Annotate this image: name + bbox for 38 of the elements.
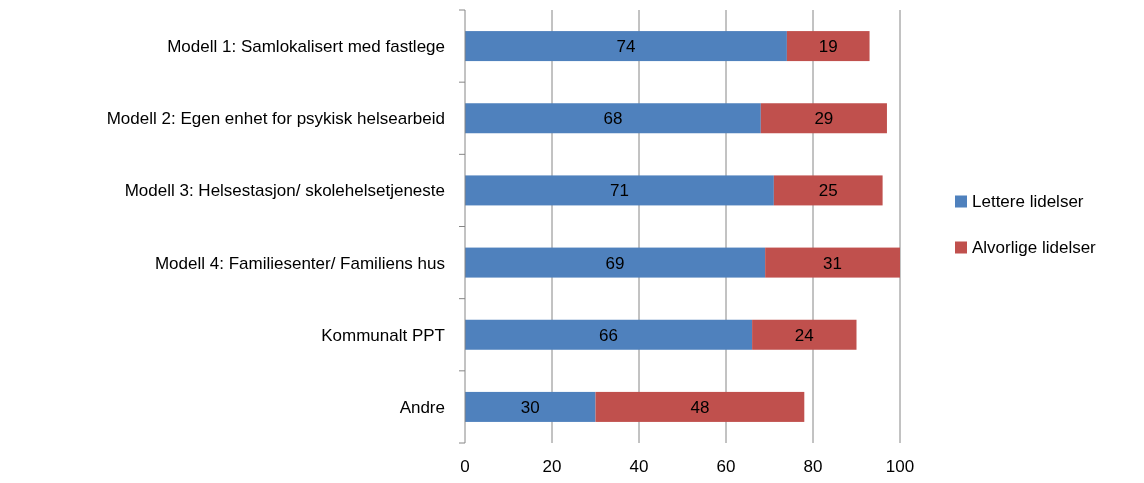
x-tick-label: 40 [629, 456, 649, 476]
data-label: 29 [814, 109, 834, 129]
bar [465, 175, 774, 206]
data-label: 68 [603, 109, 623, 129]
data-label: 30 [520, 397, 540, 417]
bar [465, 247, 766, 278]
y-tick-label: Modell 2: Egen enhet for psykisk helsearbeid [106, 109, 445, 129]
bar [752, 319, 857, 350]
x-tick-label: 20 [542, 456, 562, 476]
legend-label: Alvorlige lidelser [972, 238, 1097, 258]
bar [465, 391, 596, 422]
data-label: 19 [818, 37, 838, 57]
data-label: 69 [605, 253, 625, 273]
data-label: 48 [690, 397, 710, 417]
bar [465, 319, 753, 350]
data-label: 24 [794, 325, 814, 345]
bar [595, 391, 805, 422]
data-label: 71 [609, 181, 629, 201]
bar [465, 31, 787, 62]
bar [773, 175, 883, 206]
data-label: 74 [616, 37, 636, 57]
data-label: 66 [599, 325, 619, 345]
bar [765, 247, 900, 278]
x-tick-label: 80 [803, 456, 823, 476]
bar [465, 103, 761, 134]
data-label: 25 [818, 181, 838, 201]
y-tick-label: Modell 1: Samlokalisert med fastlege [167, 37, 445, 57]
x-tick-label: 100 [885, 456, 915, 476]
y-tick-label: Kommunalt PPT [321, 325, 445, 345]
bar [760, 103, 887, 134]
y-tick-label: Modell 3: Helsestasjon/ skolehelsetjeneste [124, 181, 445, 201]
bar [786, 31, 870, 62]
y-tick-label: Modell 4: Familiesenter/ Familiens hus [154, 253, 445, 273]
y-tick-label: Andre [399, 397, 445, 417]
x-tick-label: 60 [716, 456, 736, 476]
legend-label: Lettere lidelser [972, 192, 1084, 212]
x-tick-label: 0 [460, 456, 470, 476]
data-label: 31 [823, 253, 843, 273]
